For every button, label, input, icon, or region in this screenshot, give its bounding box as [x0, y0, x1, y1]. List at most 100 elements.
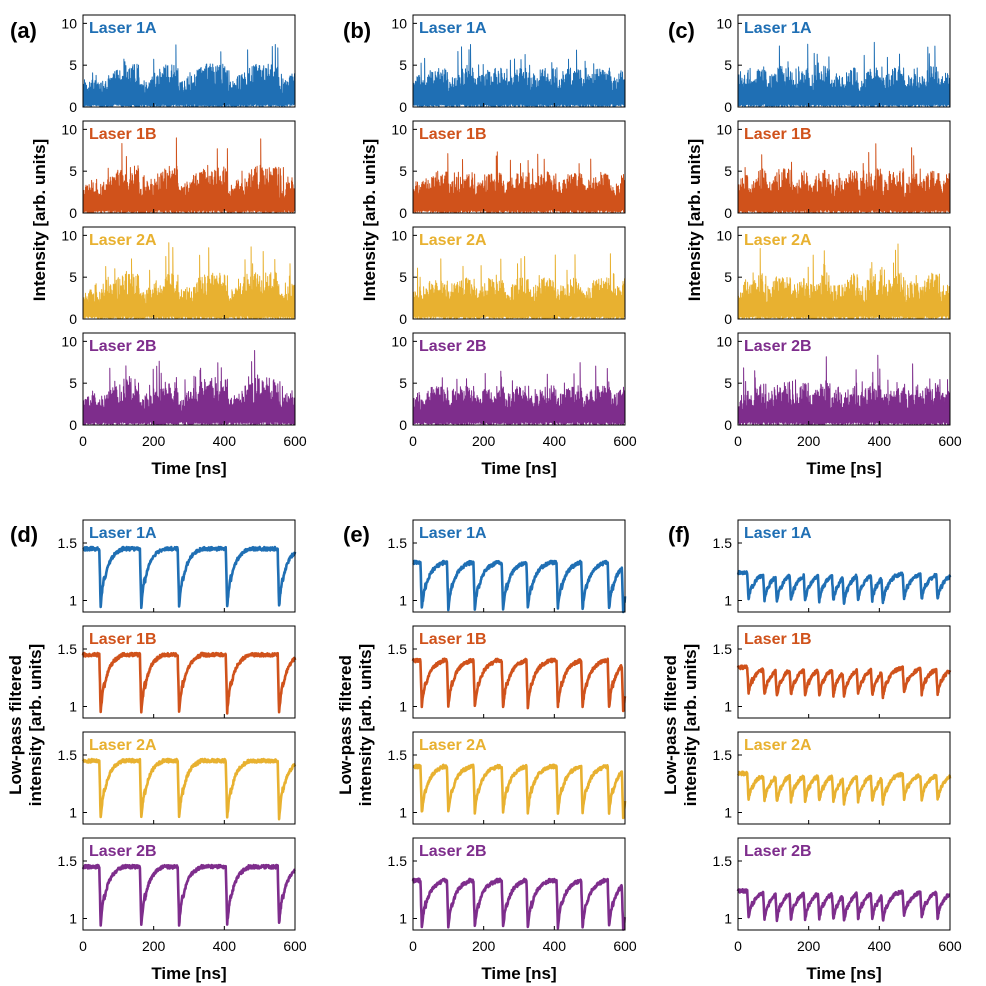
series-line-laser-2b [82, 350, 296, 426]
subplot-laser-2a: 0 5 10 Laser 2A [61, 226, 296, 327]
y-axis-title-line2: intensity [arb. units] [356, 644, 375, 806]
x-tick-label: 400 [868, 433, 892, 449]
series-label: Laser 2B [744, 843, 812, 860]
y-tick-label: 10 [61, 15, 77, 31]
y-tick-label: 10 [391, 121, 407, 137]
x-tick-label: 400 [213, 938, 237, 954]
x-tick-label: 0 [734, 433, 742, 449]
axes-frame [412, 625, 626, 719]
series-label: Laser 1A [744, 525, 812, 542]
series-line-laser-1a [82, 44, 296, 108]
y-tick-label: 0 [399, 311, 407, 327]
subplot-laser-1b: 0 5 10 Laser 1B [716, 120, 951, 221]
x-tick-label: 600 [283, 433, 307, 449]
x-tick-label: 200 [472, 433, 496, 449]
y-tick-label: 5 [69, 269, 77, 285]
subplot-laser-1a: 1 1.5 Laser 1A [713, 519, 952, 613]
y-tick-label: 10 [391, 227, 407, 243]
y-tick-label: 0 [69, 99, 77, 115]
subplot-laser-1a: 0 5 10 Laser 1A [61, 14, 296, 115]
subplot-laser-2b: 1 1.5 Laser 2B 0 200 400 600 [388, 837, 637, 954]
panel-label: (f) [668, 522, 690, 547]
series-line-laser-2b [81, 863, 296, 927]
y-tick-label: 0 [69, 417, 77, 433]
y-axis-title-line1: Low-pass filtered [661, 655, 680, 795]
series-label: Laser 2B [419, 843, 487, 860]
y-tick-label: 1.5 [713, 747, 733, 763]
x-tick-label: 400 [213, 433, 237, 449]
series-line-laser-1b [737, 143, 951, 214]
series-label: Laser 1B [744, 126, 812, 143]
x-tick-label: 0 [79, 938, 87, 954]
axes-frame [82, 120, 296, 214]
series-line-laser-2b [737, 354, 951, 426]
series-label: Laser 2A [89, 737, 157, 754]
y-tick-label: 1.5 [388, 641, 408, 657]
axes-frame [412, 226, 626, 320]
series-label: Laser 1B [744, 631, 812, 648]
series-label: Laser 2A [89, 232, 157, 249]
x-tick-label: 0 [409, 938, 417, 954]
y-tick-label: 1.5 [388, 747, 408, 763]
x-axis-title: Time [ns] [151, 459, 226, 478]
series-label: Laser 2A [419, 232, 487, 249]
y-tick-label: 0 [399, 205, 407, 221]
axes-frame [412, 731, 626, 825]
y-tick-label: 5 [724, 57, 732, 73]
series-line-laser-1a [412, 559, 627, 614]
series-line-laser-2b [736, 888, 951, 923]
x-tick-label: 200 [142, 433, 166, 449]
y-tick-label: 1.5 [388, 535, 408, 551]
series-line-laser-1b [81, 651, 297, 715]
subplot-laser-1b: 0 5 10 Laser 1B [61, 120, 296, 221]
axes-frame [82, 332, 296, 426]
y-tick-label: 1 [399, 805, 407, 821]
y-tick-label: 0 [69, 205, 77, 221]
axes-frame [412, 519, 626, 613]
y-tick-label: 1 [399, 593, 407, 609]
axes-frame [82, 731, 296, 825]
series-line-laser-1b [82, 137, 296, 214]
y-tick-label: 10 [716, 15, 732, 31]
y-tick-label: 0 [724, 99, 732, 115]
subplot-laser-2a: 0 5 10 Laser 2A [716, 226, 951, 327]
x-tick-label: 600 [613, 938, 637, 954]
panel-label: (c) [668, 18, 695, 43]
y-tick-label: 1 [69, 699, 77, 715]
subplot-laser-2b: 0 5 10 Laser 2B 0 200 400 600 [716, 332, 962, 449]
y-tick-label: 5 [724, 163, 732, 179]
y-tick-label: 5 [69, 375, 77, 391]
y-tick-label: 0 [69, 311, 77, 327]
y-tick-label: 1 [69, 805, 77, 821]
y-tick-label: 10 [61, 121, 77, 137]
series-label: Laser 1A [89, 525, 157, 542]
y-tick-label: 1.5 [58, 853, 78, 869]
axes-frame [412, 120, 626, 214]
series-label: Laser 2B [89, 843, 157, 860]
y-tick-label: 10 [716, 333, 732, 349]
subplot-laser-1b: 0 5 10 Laser 1B [391, 120, 626, 221]
y-tick-label: 5 [724, 269, 732, 285]
y-axis-title: Intensity [arb. units] [30, 139, 49, 301]
x-tick-label: 200 [797, 433, 821, 449]
series-line-laser-1a [736, 569, 952, 605]
axes-frame [737, 332, 951, 426]
y-tick-label: 0 [724, 205, 732, 221]
panel-label: (d) [10, 522, 38, 547]
series-label: Laser 1B [419, 631, 487, 648]
subplot-laser-2b: 1 1.5 Laser 2B 0 200 400 600 [58, 837, 307, 954]
series-line-laser-2a [737, 243, 951, 320]
series-label: Laser 1A [89, 20, 157, 37]
subplot-laser-2b: 1 1.5 Laser 2B 0 200 400 600 [713, 837, 962, 954]
series-line-laser-1b [411, 657, 627, 713]
series-line-laser-2a [82, 242, 296, 320]
x-tick-label: 200 [142, 938, 166, 954]
x-axis-title: Time [ns] [151, 964, 226, 983]
x-tick-label: 0 [734, 938, 742, 954]
x-tick-label: 400 [543, 433, 567, 449]
y-tick-label: 0 [724, 311, 732, 327]
series-line-laser-2b [412, 362, 626, 426]
